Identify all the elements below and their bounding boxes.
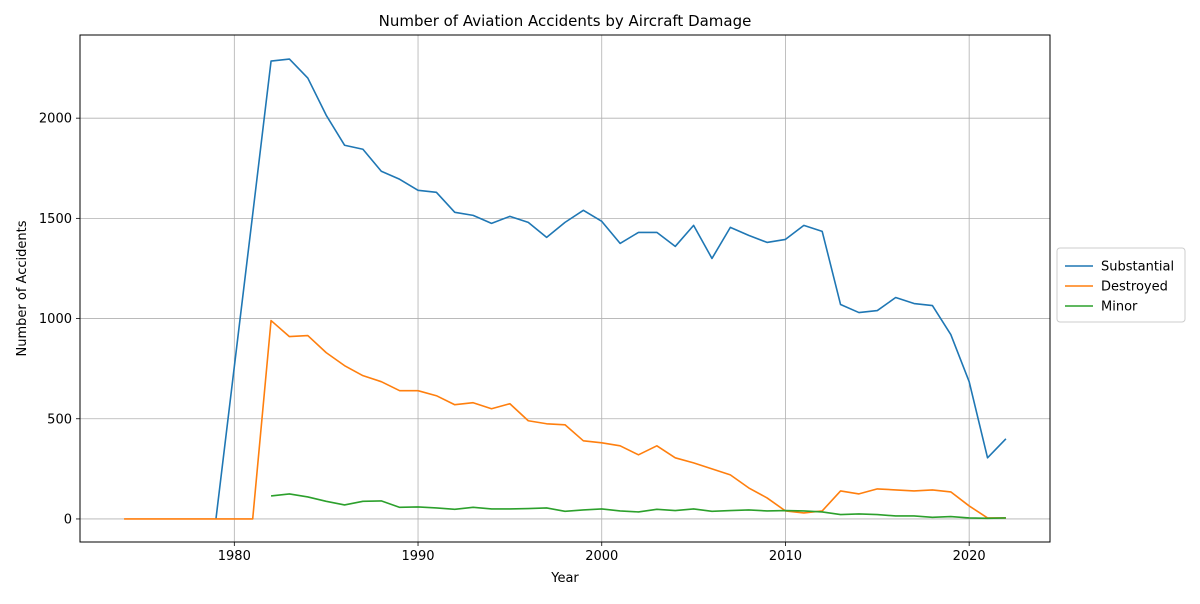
series-line-minor (270, 493, 1006, 520)
x-tick-label: 1990 (401, 549, 434, 564)
legend-label-minor: Minor (1101, 300, 1138, 315)
y-axis-label: Number of Accidents (15, 220, 30, 356)
chart-title: Number of Aviation Accidents by Aircraft… (379, 12, 752, 30)
x-tick-label: 2010 (769, 549, 802, 564)
series-line-substantial (215, 58, 1007, 520)
y-tick-label: 1500 (39, 212, 72, 227)
x-tick-label: 2000 (585, 549, 618, 564)
series-line-destroyed (124, 319, 1006, 520)
y-tick-label: 2000 (39, 112, 72, 127)
axis-ticks: 1980 1990 2000 2010 2020 0 500 1000 1500 2000 (39, 112, 986, 564)
legend: Substantial Destroyed Minor (1056, 247, 1186, 323)
x-axis-label: Year (550, 571, 579, 586)
legend-label-substantial: Substantial (1101, 260, 1174, 275)
legend-label-destroyed: Destroyed (1101, 280, 1168, 295)
y-tick-label: 0 (64, 512, 72, 527)
y-tick-label: 1000 (39, 312, 72, 327)
x-tick-label: 2020 (953, 549, 986, 564)
plot-frame (79, 34, 1051, 543)
series-lines (124, 58, 1007, 520)
y-tick-label: 500 (47, 412, 72, 427)
x-tick-label: 1980 (218, 549, 251, 564)
